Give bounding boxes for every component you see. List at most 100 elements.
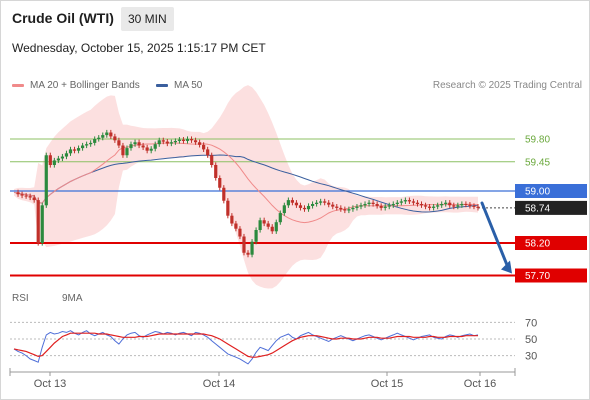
candle-body bbox=[476, 206, 480, 208]
time-label-Oct-16: Oct 16 bbox=[464, 378, 496, 390]
candle-body bbox=[411, 201, 416, 203]
candle-body bbox=[294, 202, 299, 206]
candle-body bbox=[440, 204, 444, 206]
price-label-58.74-bg bbox=[515, 200, 587, 215]
time-label-Oct-15: Oct 15 bbox=[371, 378, 403, 390]
candle-body bbox=[254, 230, 258, 242]
candle-body bbox=[379, 205, 383, 208]
candle-body bbox=[16, 192, 20, 195]
candle-body bbox=[44, 155, 48, 206]
candle-body bbox=[427, 206, 432, 208]
candle-body bbox=[472, 205, 476, 207]
forecast-arrow-head bbox=[501, 260, 512, 274]
price-label-59.80: 59.80 bbox=[525, 135, 550, 146]
candle-body bbox=[230, 215, 234, 224]
candle-body bbox=[193, 140, 198, 143]
candle-body bbox=[282, 205, 286, 214]
candle-body bbox=[226, 200, 230, 216]
candle-body bbox=[419, 204, 424, 206]
candle-body bbox=[40, 205, 44, 243]
candle-body bbox=[97, 137, 101, 139]
price-label-59.00-bg bbox=[515, 184, 587, 198]
chart-header: Crude Oil (WTI) 30 MIN bbox=[0, 0, 588, 37]
rsi-tick-30: 30 bbox=[525, 351, 537, 363]
candle-body bbox=[460, 204, 464, 206]
candle-body bbox=[432, 206, 436, 208]
candle-body bbox=[93, 139, 97, 143]
candle-body bbox=[101, 135, 105, 138]
candle-body bbox=[468, 204, 472, 206]
candle-body bbox=[72, 149, 77, 151]
candle-body bbox=[60, 156, 65, 159]
candle-body bbox=[28, 196, 32, 198]
candle-body bbox=[258, 220, 262, 230]
candle-body bbox=[452, 205, 456, 207]
candle-body bbox=[415, 202, 420, 204]
candle-body bbox=[347, 209, 351, 211]
candle-body bbox=[234, 223, 238, 229]
price-label-58.20-bg bbox=[515, 236, 587, 250]
price-label-59.45: 59.45 bbox=[525, 157, 550, 168]
candle-body bbox=[52, 160, 56, 165]
candle-body bbox=[64, 153, 69, 157]
candle-body bbox=[80, 145, 85, 149]
candle-body bbox=[218, 178, 222, 188]
candle-body bbox=[363, 204, 367, 206]
candle-body bbox=[448, 202, 452, 206]
price-label-57.70: 57.70 bbox=[525, 271, 550, 282]
candle-body bbox=[335, 206, 339, 208]
candle-body bbox=[270, 226, 274, 232]
timestamp: Wednesday, October 15, 2025 1:15:17 PM C… bbox=[12, 41, 266, 55]
legend-rsi: RSI bbox=[12, 293, 29, 304]
legend-ma20: MA 20 + Bollinger Bands bbox=[12, 80, 140, 91]
candle-body bbox=[315, 202, 319, 204]
candle-body bbox=[121, 145, 125, 156]
candle-body bbox=[153, 144, 157, 149]
candle-body bbox=[222, 187, 226, 201]
candle-body bbox=[133, 142, 137, 145]
candle-body bbox=[189, 139, 194, 141]
candle-body bbox=[302, 207, 307, 210]
candle-body bbox=[407, 200, 412, 202]
candle-body bbox=[375, 204, 379, 206]
candle-body bbox=[371, 202, 375, 204]
candle-body bbox=[48, 155, 52, 165]
candle-body bbox=[343, 209, 347, 211]
candle-body bbox=[436, 205, 440, 207]
bollinger-band bbox=[14, 85, 478, 289]
candle-body bbox=[331, 204, 335, 207]
candle-body bbox=[391, 204, 395, 206]
candle-body bbox=[351, 207, 355, 210]
candle-body bbox=[403, 200, 407, 202]
candle-body bbox=[109, 132, 113, 137]
candle-body bbox=[266, 223, 270, 227]
candle-body bbox=[181, 139, 186, 141]
timeframe-badge[interactable]: 30 MIN bbox=[121, 7, 174, 31]
candle-body bbox=[32, 197, 36, 201]
price-label-58.74: 58.74 bbox=[525, 203, 550, 214]
candle-body bbox=[298, 205, 303, 208]
candle-body bbox=[395, 202, 399, 204]
credit-text: Research © 2025 Trading Central bbox=[432, 80, 582, 91]
candle-body bbox=[355, 206, 359, 208]
candle-body bbox=[76, 148, 81, 151]
candle-body bbox=[319, 201, 323, 203]
candle-body bbox=[290, 200, 294, 203]
legend-ma20-label: MA 20 + Bollinger Bands bbox=[30, 80, 140, 91]
candle-body bbox=[367, 202, 371, 204]
candle-body bbox=[161, 140, 165, 142]
candle-body bbox=[185, 139, 190, 141]
candle-body bbox=[129, 144, 133, 149]
candle-body bbox=[145, 147, 149, 151]
candle-body bbox=[141, 145, 145, 148]
ma20-swatch bbox=[12, 83, 24, 87]
candle-body bbox=[210, 155, 214, 165]
forecast-arrow-shaft bbox=[480, 201, 510, 269]
legend-ma50: MA 50 bbox=[156, 80, 202, 91]
candle-body bbox=[423, 205, 428, 207]
candle-body bbox=[387, 205, 391, 207]
candle-body bbox=[68, 149, 73, 154]
candle-body bbox=[246, 252, 250, 255]
ma20-line bbox=[13, 142, 479, 224]
